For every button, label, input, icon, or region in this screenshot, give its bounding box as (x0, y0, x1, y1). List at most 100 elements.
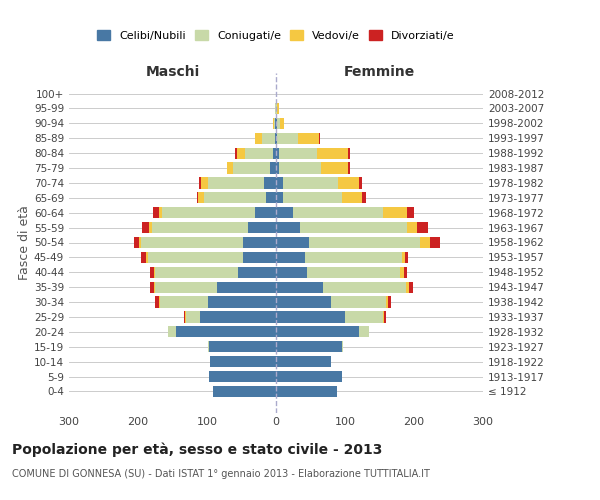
Bar (276, 282, 323, 293)
Bar (388, 296, 391, 308)
Bar (155, 296, 158, 308)
Bar (238, 266, 276, 278)
Bar (274, 118, 275, 129)
Bar (184, 312, 185, 322)
Bar (317, 148, 349, 158)
Bar (276, 296, 331, 308)
Bar (139, 237, 141, 248)
Bar (307, 266, 400, 278)
Bar (256, 132, 262, 144)
Bar (151, 282, 154, 293)
Bar (235, 148, 236, 158)
Bar (276, 178, 283, 188)
Bar (202, 178, 208, 188)
Bar (208, 178, 263, 188)
Bar (134, 237, 139, 248)
Bar (276, 356, 331, 368)
Bar (341, 192, 362, 203)
Bar (349, 162, 350, 173)
Bar (383, 312, 385, 322)
Bar (331, 296, 386, 308)
Bar (276, 371, 341, 382)
Bar (243, 252, 276, 263)
Bar (275, 132, 276, 144)
Bar (141, 252, 146, 263)
Text: Femmine: Femmine (344, 64, 415, 78)
Bar (280, 148, 317, 158)
Bar (276, 237, 309, 248)
Bar (152, 222, 248, 233)
Bar (155, 266, 238, 278)
Bar (275, 103, 276, 114)
Bar (203, 192, 266, 203)
Bar (280, 162, 321, 173)
Bar (275, 118, 276, 129)
Bar (305, 252, 401, 263)
Bar (227, 162, 233, 173)
Bar (277, 103, 279, 114)
Bar (386, 296, 388, 308)
Bar (256, 207, 276, 218)
Bar (149, 222, 152, 233)
Bar (151, 266, 154, 278)
Bar (283, 178, 338, 188)
Bar (199, 178, 202, 188)
Bar (276, 118, 277, 129)
Bar (154, 282, 155, 293)
Bar (146, 252, 148, 263)
Bar (276, 162, 280, 173)
Bar (349, 148, 350, 158)
Text: COMUNE DI GONNESA (SU) - Dati ISTAT 1° gennaio 2013 - Elaborazione TUTTITALIA.IT: COMUNE DI GONNESA (SU) - Dati ISTAT 1° g… (12, 469, 430, 479)
Bar (277, 118, 280, 129)
Bar (198, 192, 203, 203)
Bar (383, 207, 407, 218)
Bar (176, 326, 276, 338)
Bar (406, 282, 409, 293)
Bar (276, 266, 307, 278)
Bar (419, 237, 430, 248)
Bar (233, 162, 271, 173)
Bar (276, 326, 359, 338)
Bar (236, 148, 245, 158)
Bar (142, 222, 149, 233)
Bar (277, 132, 298, 144)
Bar (323, 282, 406, 293)
Bar (293, 207, 383, 218)
Text: Maschi: Maschi (145, 64, 200, 78)
Bar (407, 207, 414, 218)
Bar (276, 312, 345, 322)
Bar (276, 103, 277, 114)
Bar (385, 312, 386, 322)
Bar (271, 162, 276, 173)
Bar (276, 192, 283, 203)
Bar (159, 207, 162, 218)
Bar (209, 341, 276, 352)
Bar (248, 222, 276, 233)
Bar (276, 252, 305, 263)
Bar (362, 192, 366, 203)
Bar (359, 178, 362, 188)
Bar (276, 386, 337, 397)
Bar (280, 118, 284, 129)
Text: Popolazione per età, sesso e stato civile - 2013: Popolazione per età, sesso e stato civil… (12, 442, 382, 457)
Bar (401, 252, 405, 263)
Bar (407, 222, 418, 233)
Bar (276, 341, 341, 352)
Bar (418, 222, 428, 233)
Bar (276, 207, 293, 218)
Bar (159, 296, 160, 308)
Bar (276, 132, 277, 144)
Y-axis label: Fasce di età: Fasce di età (18, 205, 31, 280)
Bar (162, 207, 256, 218)
Bar (212, 386, 276, 397)
Bar (153, 207, 158, 218)
Bar (154, 266, 155, 278)
Bar (404, 266, 407, 278)
Bar (272, 118, 274, 129)
Bar (211, 356, 276, 368)
Bar (208, 341, 209, 352)
Bar (283, 192, 341, 203)
Bar (321, 162, 349, 173)
Bar (276, 222, 300, 233)
Bar (276, 148, 280, 158)
